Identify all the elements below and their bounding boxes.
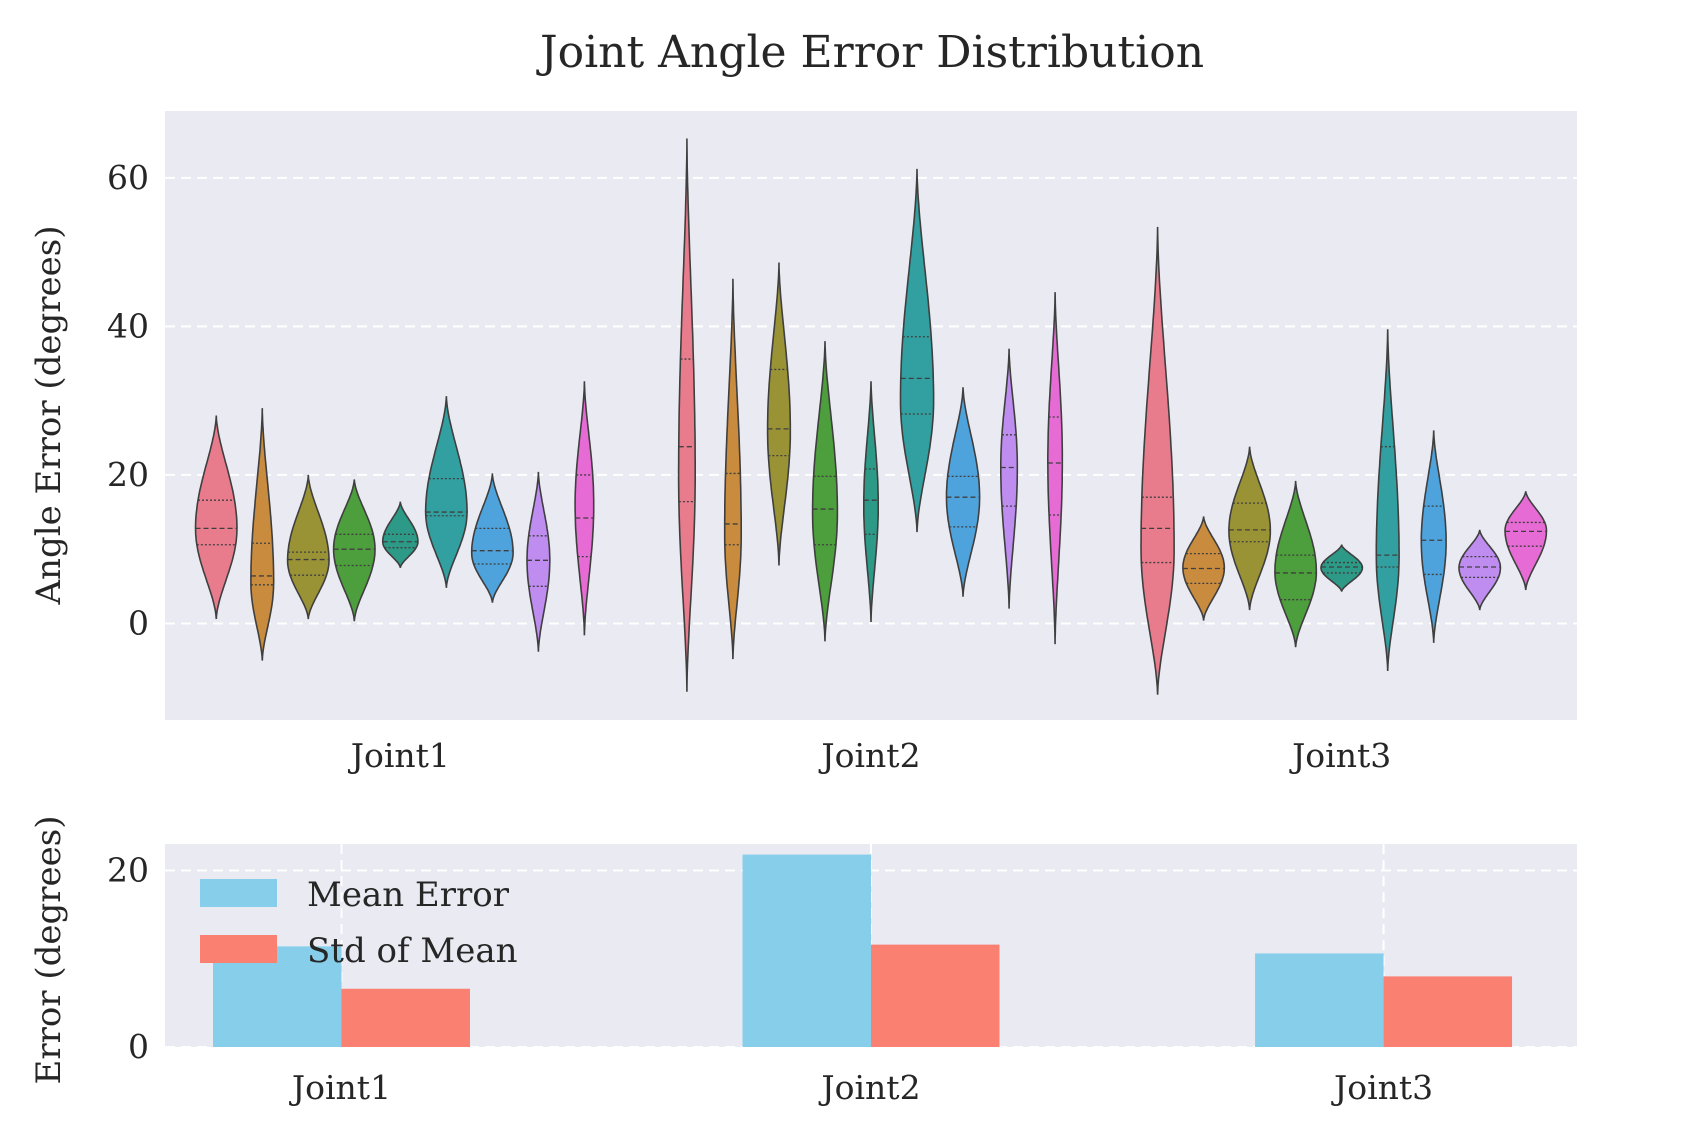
violin-x-ticks: Joint1 Joint2 Joint3 [348,736,1392,775]
violin-body [1458,529,1502,611]
bar-mean-error [1255,953,1384,1047]
violin-body [1047,292,1064,645]
violin-y-tick-label: 60 [107,158,149,197]
violin-body [470,473,514,603]
bar-mean-error [213,946,342,1047]
violin-y-axis-label: Angle Error (degrees) [29,226,69,606]
violin-body [945,387,981,597]
violin-body [1000,348,1019,609]
violin-body [424,396,468,588]
violin-body [286,474,330,620]
bar-mean-error [742,854,871,1047]
violin-body [766,262,792,566]
violin-y-tick-label: 0 [128,603,149,642]
violin-body [677,138,696,692]
violin-body [1375,329,1400,672]
legend-label-std-of-mean: Std of Mean [307,931,518,971]
violin-body [1320,544,1364,592]
violin-body [574,381,595,636]
violin-body [1274,480,1318,648]
violin-body [811,341,839,642]
legend-swatch-std-of-mean [200,935,277,963]
bar-std-of-mean [1383,976,1513,1047]
violin-body [526,471,551,652]
violin-body [1140,226,1175,695]
bar-x-tick-label: Joint2 [818,1068,920,1107]
chart-title: Joint Angle Error Distribution [536,27,1204,78]
legend-label-mean-error: Mean Error [307,875,510,915]
violin-body [194,415,238,620]
violin-body [1228,446,1272,611]
violin-body [250,408,275,661]
violin-x-tick-label: Joint3 [1289,736,1391,775]
violin-y-tick-label: 20 [107,455,149,494]
bar-y-tick-label: 0 [128,1027,149,1066]
violin-body [1420,430,1447,643]
violin-x-tick-label: Joint1 [348,736,450,775]
bar-legend: Mean Error Std of Mean [200,875,518,971]
violin-body [723,278,742,660]
bar-y-tick-label: 20 [107,850,149,889]
bar-x-tick-label: Joint3 [1331,1068,1433,1107]
violin-chart: 0 20 40 60 Joint1 Joint2 Joint3 Angle Error (… [29,111,1577,775]
bar-x-ticks: Joint1 Joint2 Joint3 [289,1068,1433,1107]
violin-x-tick-label: Joint2 [818,736,920,775]
violin-body [1504,491,1548,591]
bar-y-ticks: 0 20 [107,850,149,1066]
violin-body [332,479,376,622]
legend-swatch-mean-error [200,879,277,907]
violin-y-ticks: 0 20 40 60 [107,158,149,643]
bar-y-axis-label: Error (degrees) [29,816,69,1085]
violin-y-tick-label: 40 [107,306,149,345]
violin-body [863,381,879,623]
violin-body [899,168,935,533]
violin-bodies [194,138,1548,695]
bar-bars [213,854,1513,1047]
bar-std-of-mean [871,944,1000,1047]
bar-chart: 0 20 Joint1 Joint2 Joint3 Error (degrees) M… [29,816,1577,1107]
bar-std-of-mean [341,988,470,1047]
bar-x-tick-label: Joint1 [289,1068,391,1107]
